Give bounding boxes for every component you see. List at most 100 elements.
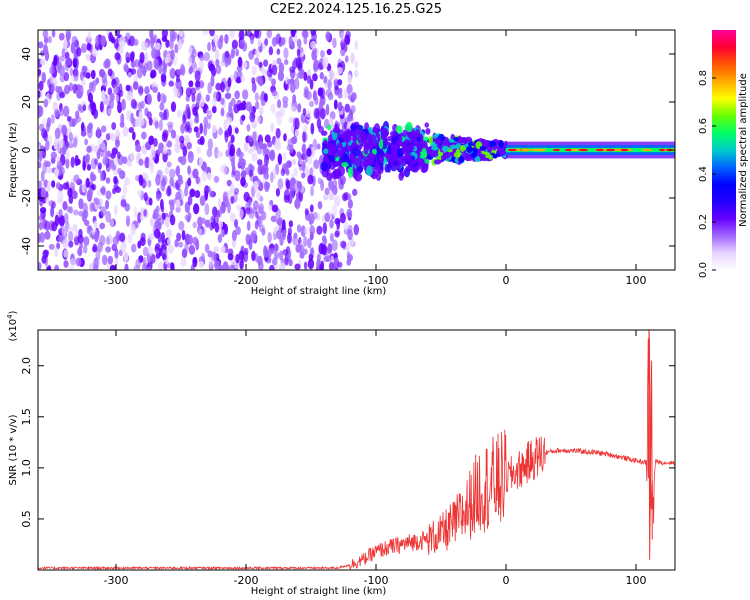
noise-point — [235, 48, 239, 57]
transition-point — [354, 157, 362, 167]
y-multiplier-exponent: 4 — [6, 314, 14, 319]
transition-point — [395, 125, 403, 134]
noise-point — [340, 175, 346, 185]
noise-point — [100, 206, 107, 217]
noise-point — [203, 52, 210, 62]
transition-point — [471, 147, 478, 156]
noise-point — [327, 242, 333, 254]
x-axis-label: Height of straight line (km) — [251, 286, 387, 297]
noise-point — [328, 192, 335, 201]
y-tick-label: -40 — [20, 237, 33, 255]
noise-point — [97, 162, 103, 170]
noise-point — [307, 237, 312, 249]
noise-point — [169, 176, 174, 187]
noise-point — [93, 231, 99, 243]
noise-point — [188, 80, 194, 88]
noise-point — [144, 173, 150, 182]
noise-point — [184, 186, 189, 197]
noise-point — [246, 30, 253, 37]
noise-point — [215, 64, 222, 75]
noise-point — [81, 183, 86, 194]
noise-point — [75, 110, 80, 120]
noise-point — [113, 204, 118, 216]
transition-point — [499, 149, 507, 156]
noise-point — [44, 230, 51, 240]
noise-point — [310, 185, 314, 197]
noise-point — [51, 30, 56, 38]
noise-point — [88, 81, 94, 91]
noise-point — [203, 116, 209, 128]
transition-point — [320, 161, 328, 172]
noise-point — [302, 124, 308, 133]
noise-point — [296, 151, 302, 158]
transition-point — [399, 170, 405, 178]
noise-point — [193, 203, 200, 215]
noise-point — [220, 107, 225, 117]
noise-point — [296, 48, 301, 58]
noise-point — [111, 243, 118, 252]
noise-point — [327, 79, 332, 90]
noise-point — [192, 106, 198, 117]
noise-point — [132, 131, 136, 141]
x-tick-label: 100 — [626, 574, 647, 587]
noise-point — [78, 228, 83, 238]
transition-point — [356, 165, 364, 173]
transition-point — [405, 165, 412, 173]
transition-point — [350, 123, 357, 131]
noise-point — [121, 156, 128, 164]
noise-point — [70, 258, 77, 267]
noise-point — [271, 78, 276, 86]
noise-point — [226, 116, 233, 125]
noise-point — [42, 218, 47, 230]
noise-point — [231, 230, 237, 242]
noise-point — [324, 212, 330, 223]
x-tick-label: -300 — [104, 274, 129, 287]
transition-point — [419, 158, 425, 168]
noise-point — [102, 78, 108, 88]
noise-point — [231, 258, 237, 266]
noise-point — [148, 117, 153, 126]
noise-point — [187, 195, 193, 206]
noise-point — [237, 56, 243, 68]
noise-point — [242, 89, 249, 100]
noise-point — [121, 98, 126, 111]
noise-point — [258, 141, 263, 150]
noise-point — [283, 59, 289, 66]
noise-point — [282, 249, 289, 256]
noise-point — [247, 135, 253, 143]
noise-point — [126, 160, 132, 167]
spectrogram-marks — [38, 30, 675, 270]
noise-point — [165, 39, 170, 48]
noise-point — [57, 197, 64, 204]
noise-point — [163, 109, 168, 120]
noise-point — [228, 148, 235, 157]
noise-point — [138, 174, 144, 186]
noise-point — [140, 213, 145, 221]
noise-point — [54, 214, 60, 227]
noise-point — [303, 71, 308, 82]
transition-point — [371, 148, 377, 155]
noise-point — [328, 180, 335, 192]
noise-point — [93, 145, 99, 153]
transition-point — [424, 122, 430, 128]
noise-point — [105, 210, 112, 223]
noise-point — [48, 243, 55, 250]
transition-point — [336, 142, 343, 149]
noise-point — [176, 232, 182, 242]
noise-point — [177, 39, 183, 50]
noise-point — [62, 238, 69, 249]
band-peak — [578, 148, 589, 152]
noise-point — [185, 121, 191, 132]
noise-point — [142, 257, 147, 269]
noise-point — [217, 150, 224, 158]
transition-point — [367, 158, 374, 165]
noise-point — [343, 221, 349, 231]
noise-point — [49, 66, 55, 75]
noise-point — [95, 35, 100, 47]
noise-point — [40, 58, 46, 66]
noise-point — [280, 168, 286, 177]
noise-point — [99, 222, 106, 230]
snr-spike — [647, 330, 653, 560]
noise-point — [113, 175, 118, 185]
